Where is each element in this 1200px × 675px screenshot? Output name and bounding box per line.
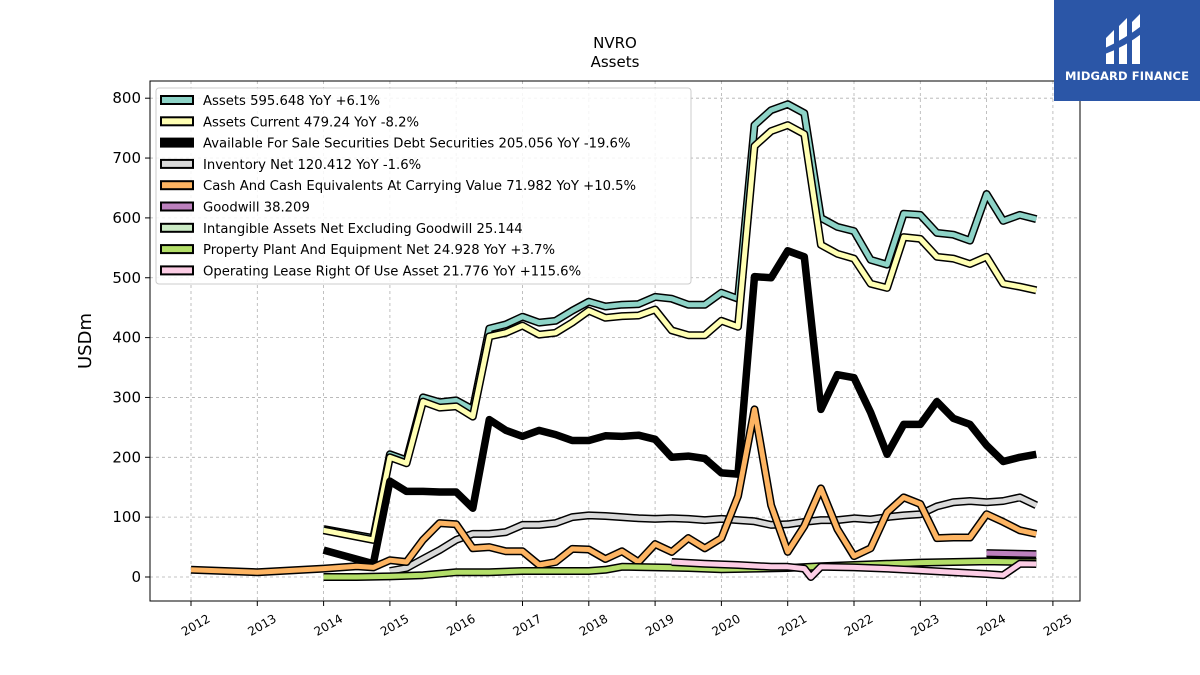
legend-swatch	[160, 180, 194, 191]
legend-entry: Inventory Net 120.412 YoY -1.6%	[203, 158, 421, 173]
x-tick-label: 2019	[643, 611, 676, 638]
chart-title: NVRO	[593, 34, 637, 52]
series-line-5	[986, 550, 1037, 557]
y-tick-label: 300	[112, 388, 141, 406]
series-line-0	[323, 101, 1037, 541]
legend-swatch	[160, 244, 194, 255]
x-tick-label: 2018	[577, 611, 610, 638]
y-tick-label: 700	[112, 149, 141, 167]
legend-swatch	[160, 265, 194, 276]
legend-entry: Intangible Assets Net Excluding Goodwill…	[203, 222, 523, 237]
x-axis: 2012 2013 2014 2015 2016 2017 2018 2019 2020 2021…	[179, 601, 1074, 639]
x-tick-label: 2025	[1041, 611, 1074, 638]
series-line-1	[323, 122, 1037, 543]
y-tick-label: 200	[112, 448, 141, 466]
legend-swatch	[160, 158, 194, 169]
brand-name: MIDGARD FINANCE	[1064, 69, 1190, 83]
legend-entry: Assets 595.648 YoY +6.1%	[203, 94, 380, 109]
y-tick-label: 100	[112, 508, 141, 526]
midgard-logo-icon	[1105, 14, 1149, 64]
series-line-4	[190, 406, 1037, 575]
x-tick-label: 2016	[444, 611, 477, 638]
x-tick-label: 2022	[842, 611, 875, 638]
plot-frame	[149, 80, 1081, 602]
legend-swatch	[160, 137, 194, 148]
y-tick-label: 500	[112, 269, 141, 287]
series-line-7	[323, 558, 1037, 580]
legend-swatch	[160, 201, 194, 212]
legend-box	[155, 87, 692, 285]
x-tick-label: 2021	[776, 611, 809, 638]
legend-entry: Goodwill 38.209	[203, 201, 310, 216]
x-tick-label: 2024	[975, 611, 1008, 638]
legend-swatch	[160, 222, 194, 233]
series-lines	[190, 100, 1039, 581]
y-tick-label: 800	[112, 89, 141, 107]
series-line-2	[322, 247, 1037, 568]
y-tick-label: 0	[131, 568, 141, 586]
x-tick-label: 2015	[378, 611, 411, 638]
legend-entry: Available For Sale Securities Debt Secur…	[203, 137, 630, 152]
legend-entry: Cash And Cash Equivalents At Carrying Va…	[203, 179, 636, 194]
y-tick-label: 400	[112, 329, 141, 347]
legend-swatch	[160, 95, 194, 105]
legend-entry: Operating Lease Right Of Use Asset 21.77…	[203, 264, 581, 279]
series-line-3	[389, 494, 1038, 574]
series-line-8	[671, 559, 1037, 580]
legend: Assets 595.648 YoY +6.1% Assets Current 4…	[155, 87, 692, 285]
x-tick-label: 2023	[908, 611, 941, 638]
legend-swatch	[160, 116, 194, 127]
x-tick-label: 2020	[709, 611, 742, 638]
legend-entry: Assets Current 479.24 YoY -8.2%	[203, 115, 419, 130]
chart-subtitle: Assets	[591, 53, 640, 71]
x-tick-label: 2017	[511, 611, 544, 638]
x-tick-label: 2014	[312, 611, 345, 638]
legend-entry: Property Plant And Equipment Net 24.928 …	[203, 243, 555, 258]
y-axis: 0 100 200 300 400 500 600 700 800	[112, 89, 150, 586]
brand-logo: MIDGARD FINANCE	[1054, 0, 1200, 101]
x-tick-label: 2013	[245, 611, 278, 638]
y-axis-label: USDm	[75, 313, 96, 369]
x-tick-label: 2012	[179, 611, 212, 638]
y-tick-label: 600	[112, 209, 141, 227]
